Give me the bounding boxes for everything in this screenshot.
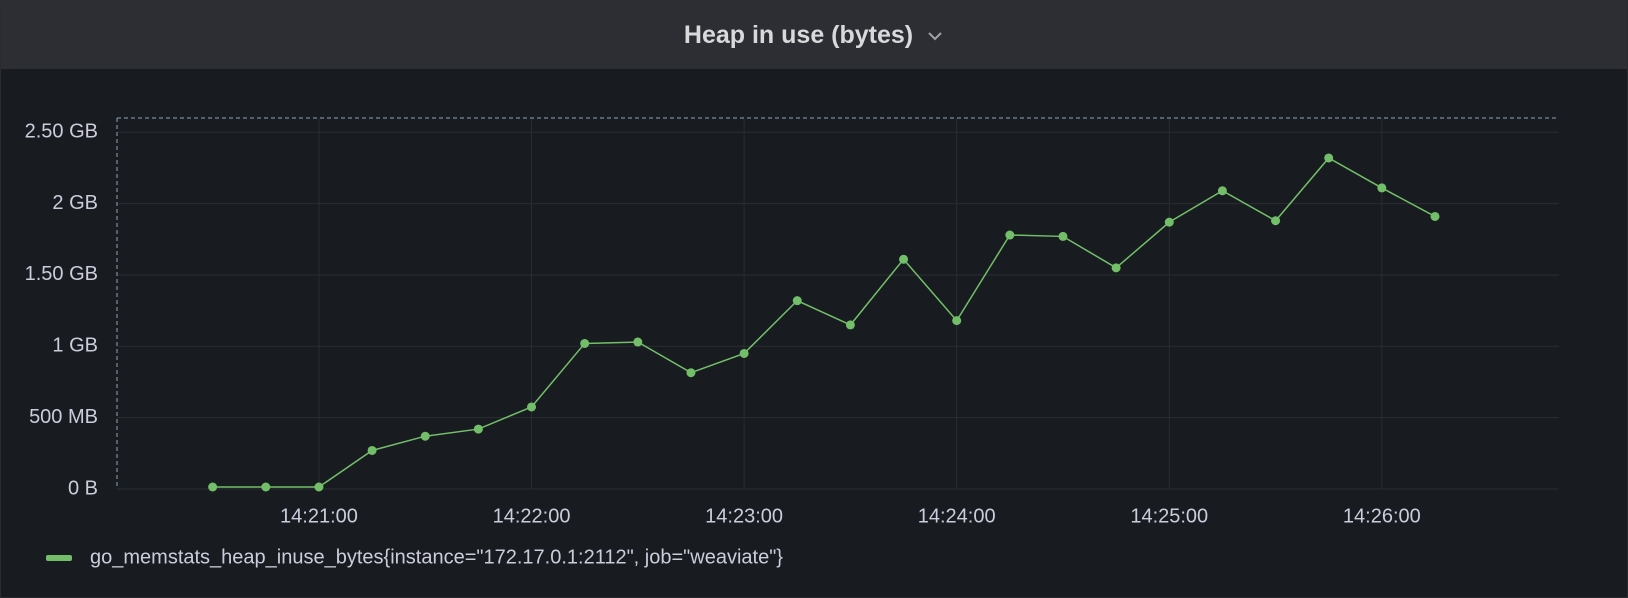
data-point (739, 348, 749, 358)
data-point (1005, 230, 1015, 240)
data-point (1430, 211, 1440, 221)
data-point (1164, 217, 1174, 227)
data-point (1058, 231, 1068, 241)
data-point (473, 424, 483, 434)
data-point (845, 320, 855, 330)
data-point (261, 482, 271, 492)
data-point (1217, 186, 1227, 196)
x-tick-label: 14:22:00 (493, 505, 571, 527)
data-point (1271, 216, 1281, 226)
x-tick-label: 14:24:00 (918, 505, 996, 527)
y-tick-label: 2.50 GB (25, 121, 98, 143)
data-point (686, 368, 696, 378)
data-point (367, 445, 377, 455)
series-line (212, 156, 1436, 488)
y-tick-label: 1.50 GB (25, 263, 98, 285)
data-point (1377, 183, 1387, 193)
title-text: Heap in use (bytes) (683, 21, 914, 49)
data-point (952, 316, 962, 326)
title-chevron (928, 32, 942, 41)
x-tick-label: 14:23:00 (705, 505, 783, 527)
legend-swatch (46, 555, 72, 561)
legend-label: go_memstats_heap_inuse_bytes{instance="1… (90, 546, 783, 568)
x-tick-label: 14:26:00 (1343, 505, 1421, 527)
panel-title[interactable]: Heap in use (bytes) (1, 21, 1627, 50)
x-tick-label: 14:25:00 (1130, 505, 1208, 527)
data-point (580, 338, 590, 348)
y-tick-label: 0 B (68, 477, 98, 499)
x-tick-label: 14:21:00 (280, 505, 358, 527)
panel-header[interactable]: Heap in use (bytes) (1, 1, 1627, 69)
data-point (899, 254, 909, 264)
y-tick-label: 1 GB (52, 335, 98, 357)
data-point (792, 296, 802, 306)
data-point (1111, 263, 1121, 273)
data-point (527, 402, 537, 412)
data-point (1324, 153, 1334, 163)
y-tick-label: 2 GB (52, 192, 98, 214)
data-point (633, 337, 643, 347)
y-tick-label: 500 MB (29, 406, 98, 428)
data-point (314, 482, 324, 492)
data-point (420, 431, 430, 441)
data-point (208, 482, 218, 492)
